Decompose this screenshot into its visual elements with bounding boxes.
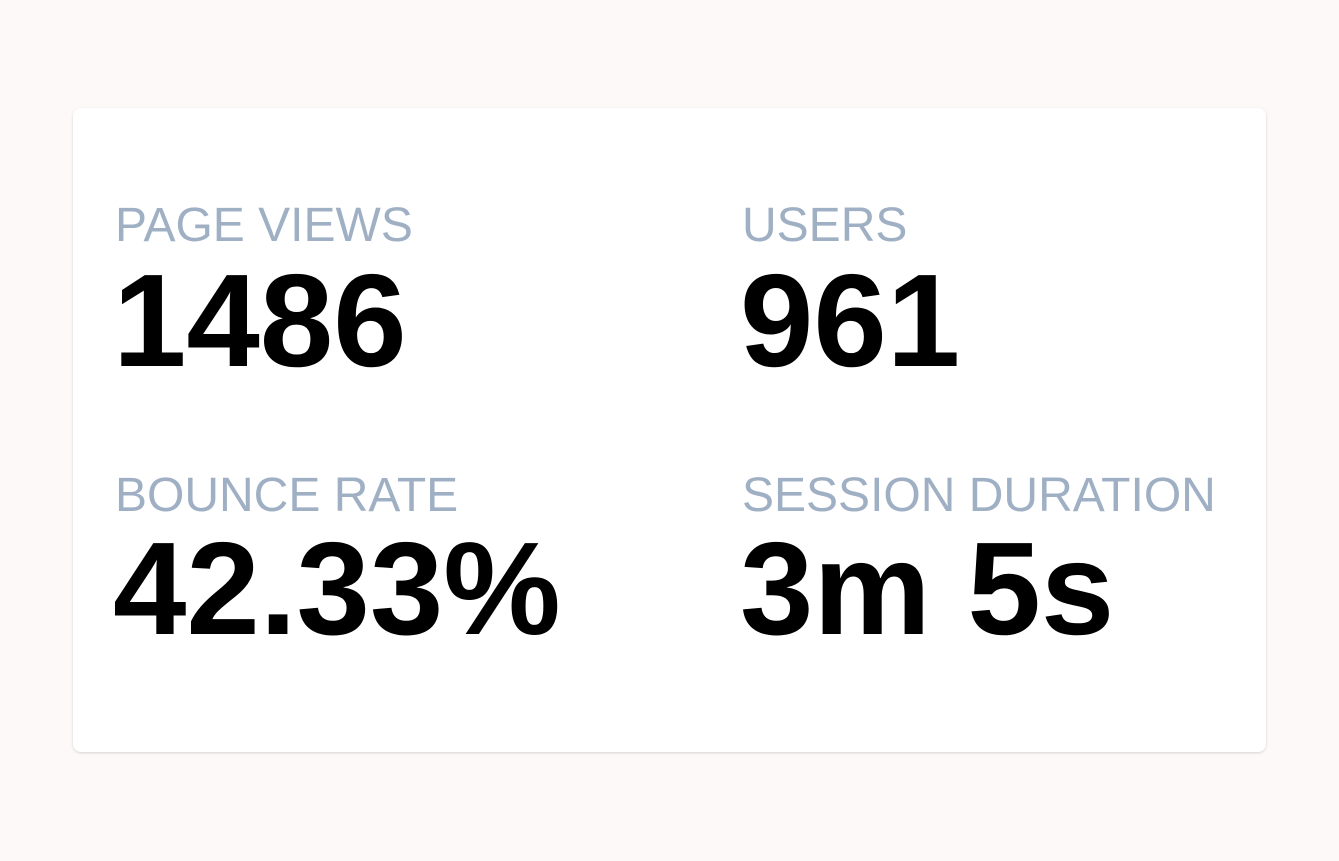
stat-label: BOUNCE RATE <box>115 469 459 522</box>
stat-value: 961 <box>740 247 961 394</box>
stat-value: 42.33% <box>113 515 561 662</box>
stat-label: USERS <box>742 199 908 252</box>
stat-value: 3m 5s <box>740 515 1115 662</box>
stat-label: PAGE VIEWS <box>115 199 413 252</box>
stats-card: PAGE VIEWS 1486 USERS 961 BOUNCE RATE 42… <box>73 108 1266 752</box>
stat-label: SESSION DURATION <box>742 469 1216 522</box>
stat-value: 1486 <box>113 247 407 394</box>
